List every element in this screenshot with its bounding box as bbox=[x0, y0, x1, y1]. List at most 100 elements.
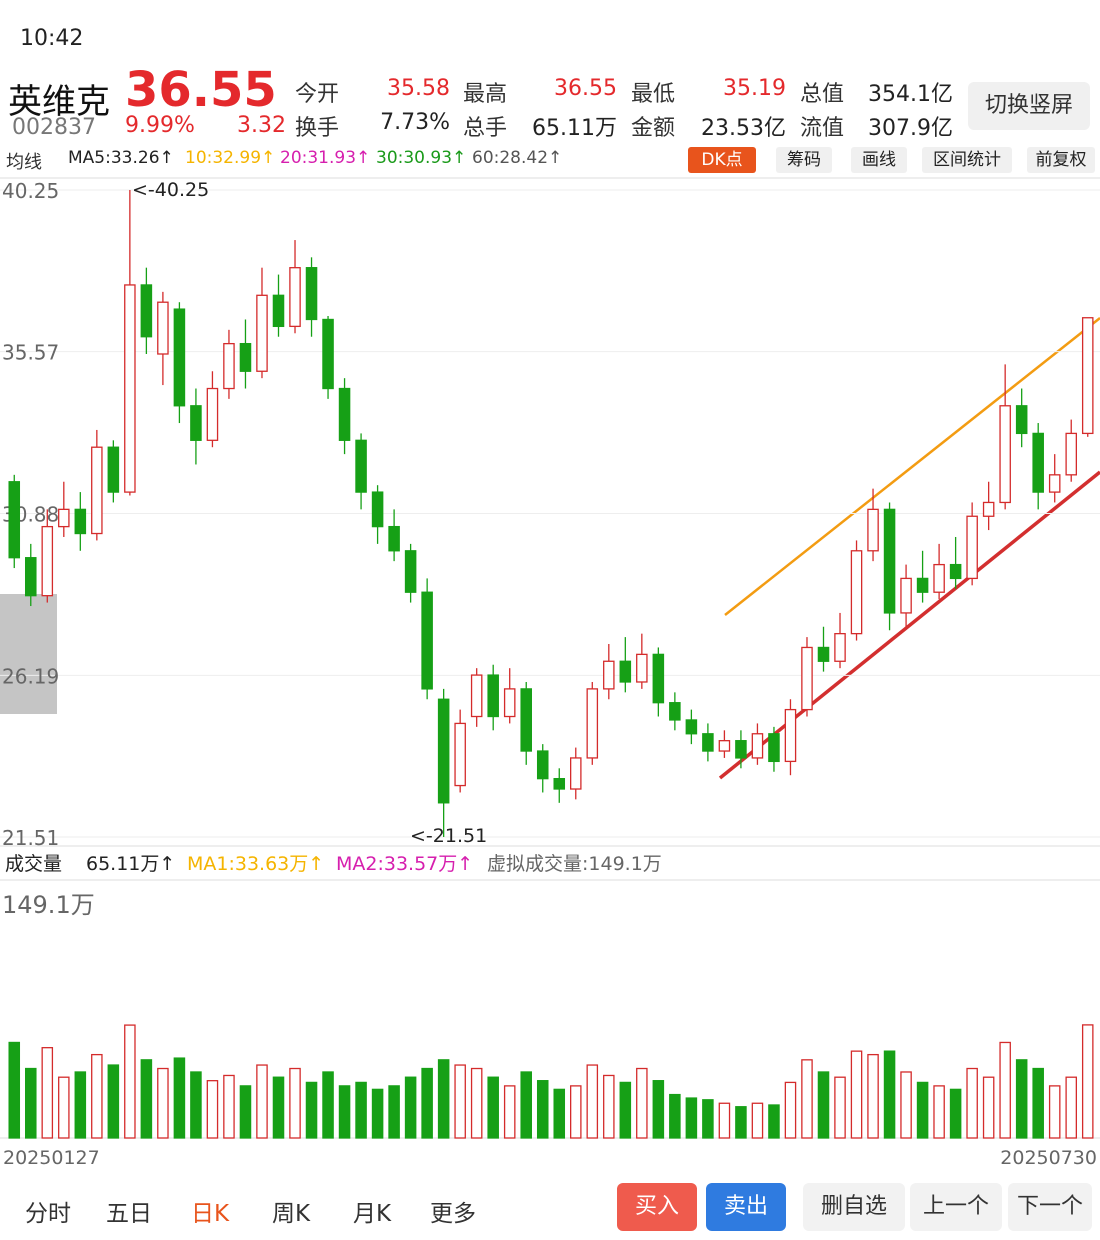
candle-body bbox=[355, 439, 367, 493]
nav-button[interactable]: 上一个 bbox=[910, 1183, 1002, 1231]
candle-body bbox=[124, 284, 136, 493]
candle-body bbox=[272, 294, 285, 328]
candle-body bbox=[900, 577, 912, 614]
candle-body bbox=[669, 702, 681, 721]
volume-bar bbox=[58, 1076, 70, 1139]
volume-bar bbox=[1015, 1059, 1028, 1139]
candle-body bbox=[256, 294, 268, 372]
nav-tab[interactable]: 分时 bbox=[25, 1201, 71, 1227]
volume-bar bbox=[1032, 1067, 1044, 1139]
volume-bar bbox=[206, 1080, 219, 1139]
volume-bar bbox=[41, 1047, 54, 1139]
volume-bar bbox=[503, 1085, 516, 1139]
volume-bar bbox=[272, 1076, 285, 1139]
candle-body bbox=[1032, 432, 1044, 493]
stat-value: 354.1亿 bbox=[868, 82, 953, 107]
candle-body bbox=[206, 387, 219, 441]
y-tick-label: 21.51 bbox=[2, 826, 59, 850]
candle-body bbox=[883, 508, 896, 614]
clock: 10:42 bbox=[20, 26, 84, 51]
candle-body bbox=[685, 719, 698, 735]
volume-bar bbox=[751, 1102, 764, 1139]
stock-name: 英维克 bbox=[8, 82, 110, 122]
volume-bar bbox=[817, 1071, 830, 1139]
stat-label: 最高 bbox=[463, 82, 508, 107]
volume-bar bbox=[603, 1074, 615, 1139]
candle-body bbox=[289, 267, 301, 328]
volume-bar bbox=[338, 1085, 351, 1139]
candle-body bbox=[949, 563, 962, 580]
nav-button[interactable]: 删自选 bbox=[803, 1183, 905, 1231]
ma-select[interactable]: 均线 bbox=[6, 152, 42, 173]
volume-bar bbox=[140, 1059, 153, 1139]
candle-body bbox=[173, 308, 186, 407]
nav-tab[interactable]: 更多 bbox=[430, 1201, 476, 1227]
toolbar-button[interactable]: 画线 bbox=[851, 147, 907, 173]
pct-change: 9.99% bbox=[125, 113, 195, 138]
nav-tab[interactable]: 五日 bbox=[106, 1201, 152, 1227]
candle-body bbox=[619, 660, 632, 683]
volume-bar bbox=[883, 1050, 896, 1139]
volume-bar bbox=[454, 1064, 466, 1139]
nav-tab[interactable]: 周K bbox=[272, 1201, 311, 1227]
volume-bar bbox=[223, 1074, 235, 1139]
volume-bar bbox=[256, 1064, 268, 1139]
stat-label: 总值 bbox=[800, 82, 845, 107]
candle-body bbox=[41, 525, 54, 597]
candle-body bbox=[157, 301, 169, 355]
volume-top-label: 149.1万 bbox=[2, 891, 95, 919]
nav-button[interactable]: 买入 bbox=[617, 1183, 697, 1231]
candle-body bbox=[553, 778, 566, 790]
volume-bar bbox=[718, 1102, 731, 1139]
ma-legend: 30:30.93↑ bbox=[376, 148, 467, 168]
candle-body bbox=[982, 501, 995, 517]
candle-body bbox=[305, 267, 318, 321]
candle-body bbox=[91, 446, 103, 535]
candle-body bbox=[140, 284, 153, 338]
candle-body bbox=[58, 508, 70, 528]
side-handle[interactable] bbox=[0, 594, 57, 714]
toolbar-button[interactable]: 筹码 bbox=[776, 147, 832, 173]
volume-bar bbox=[289, 1067, 301, 1139]
volume-bar bbox=[801, 1059, 813, 1139]
candle-body bbox=[801, 646, 813, 711]
candle-body bbox=[437, 698, 450, 804]
change: 3.32 bbox=[237, 113, 286, 138]
stat-label: 总手 bbox=[463, 116, 508, 141]
candle-body bbox=[735, 740, 747, 759]
volume-bar bbox=[735, 1106, 747, 1139]
candle-body bbox=[636, 653, 648, 683]
volume-bar bbox=[25, 1067, 37, 1139]
x-end: 20250730 bbox=[1000, 1147, 1097, 1169]
nav-tab[interactable]: 日K bbox=[191, 1201, 230, 1227]
volume-bar bbox=[322, 1071, 334, 1139]
candle-body bbox=[966, 515, 978, 580]
volume-bar bbox=[916, 1081, 929, 1139]
candle-body bbox=[322, 318, 334, 390]
volume-bar bbox=[74, 1071, 87, 1139]
volume-bar bbox=[834, 1076, 846, 1139]
volume-bar bbox=[421, 1067, 433, 1139]
volume-bar bbox=[8, 1041, 21, 1139]
toolbar-button[interactable]: 区间统计 bbox=[922, 147, 1012, 173]
nav-button[interactable]: 卖出 bbox=[706, 1183, 786, 1231]
annotation: <-21.51 bbox=[410, 825, 487, 847]
stat-value: 36.55 bbox=[554, 76, 617, 101]
volume-bar bbox=[124, 1024, 136, 1139]
toolbar-button[interactable]: 前复权 bbox=[1027, 147, 1095, 173]
volume-bar bbox=[437, 1059, 450, 1139]
nav-tab[interactable]: 月K bbox=[353, 1201, 392, 1227]
candle-body bbox=[1048, 474, 1061, 493]
volume-bar bbox=[949, 1088, 962, 1139]
nav-button[interactable]: 下一个 bbox=[1008, 1183, 1092, 1231]
volume-bar bbox=[982, 1076, 995, 1139]
candle-body bbox=[536, 750, 549, 780]
candle-body bbox=[768, 733, 780, 763]
y-tick-label: 35.57 bbox=[2, 341, 59, 365]
ma-legend: 60:28.42↑ bbox=[472, 148, 563, 168]
candle-body bbox=[388, 525, 400, 552]
toolbar-button[interactable]: DK点 bbox=[688, 147, 756, 173]
switch-button[interactable]: 切换竖屏 bbox=[968, 82, 1090, 130]
candle-body bbox=[1065, 432, 1077, 476]
